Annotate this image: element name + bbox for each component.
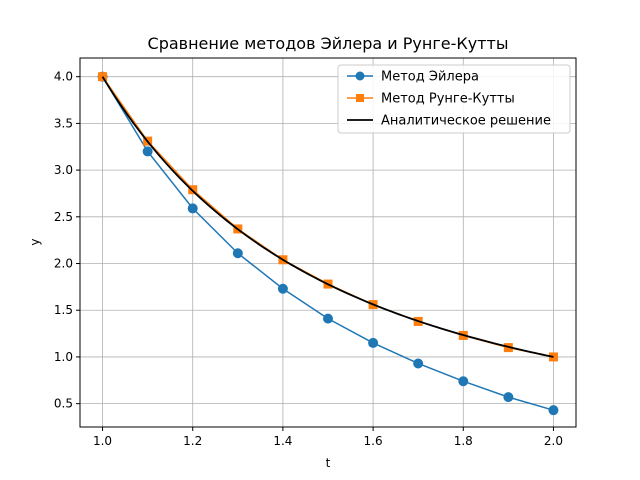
y-tick-label-7: 4.0 [54, 70, 73, 84]
chart-title: Сравнение методов Эйлера и Рунге-Кутты [148, 34, 509, 53]
series-0-point-3 [232, 248, 243, 259]
x-tick-label-0: 1.0 [93, 434, 112, 448]
series-0-point-2 [187, 203, 198, 214]
x-axis-label: t [326, 456, 331, 470]
y-axis-label: y [28, 238, 42, 245]
legend-marker-1 [356, 94, 364, 102]
legend-label-1: Метод Рунге-Кутты [381, 92, 515, 107]
series-0-point-1 [142, 146, 153, 157]
series-line-2 [101, 76, 554, 358]
y-tick-label-3: 2.0 [54, 257, 73, 271]
plot-area: 1.0 1.2 1.4 1.6 1.8 2.0 0.5 1.0 1.5 2.0 2.5 3.0 3.5 4… [54, 57, 577, 448]
y-tick-label-5: 3.0 [54, 163, 73, 177]
axes-frame [79, 57, 577, 428]
legend-marker-0 [355, 71, 365, 81]
series-0-point-5 [323, 313, 333, 324]
series-0-point-10 [548, 405, 559, 416]
y-tick-label-2: 1.5 [54, 303, 73, 317]
x-tick-label-1: 1.2 [183, 434, 202, 448]
y-tick-label-1: 1.0 [54, 350, 73, 364]
series-0-point-9 [503, 392, 514, 403]
x-tick-label-4: 1.8 [454, 434, 473, 448]
legend-label-2: Аналитическое решение [381, 114, 551, 129]
x-tick-label-2: 1.4 [273, 434, 292, 448]
legend-label-0: Метод Эйлера [381, 70, 479, 85]
series-0-point-6 [368, 337, 379, 348]
series-0-point-4 [277, 283, 288, 294]
y-tick-label-6: 3.5 [54, 116, 73, 130]
x-tick-label-5: 2.0 [544, 434, 563, 448]
y-tick-label-4: 2.5 [54, 210, 73, 224]
legend-box [337, 64, 571, 134]
series-0-point-8 [458, 376, 469, 387]
legend: Метод Эйлера Метод Рунге-Кутты Аналитическ… [337, 64, 571, 134]
x-tick-label-3: 1.6 [364, 434, 383, 448]
y-tick-label-0: 0.5 [54, 397, 73, 411]
series-0-point-7 [413, 358, 424, 369]
